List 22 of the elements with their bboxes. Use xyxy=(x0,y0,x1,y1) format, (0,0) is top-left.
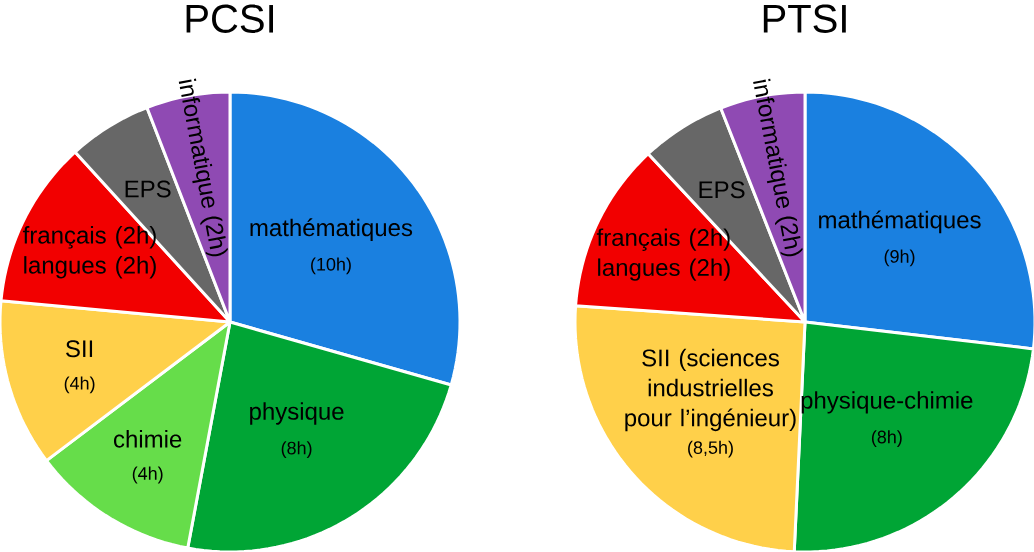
data-label: (8h) xyxy=(871,430,902,447)
data-label: (2h) xyxy=(200,216,228,257)
slice-label: EPS xyxy=(125,180,171,198)
data-label: (9h) xyxy=(884,249,915,267)
data-label: (8h) xyxy=(281,441,312,458)
slice-label: mathématiques xyxy=(819,210,981,234)
chart-title: PCSI xyxy=(186,4,273,33)
slice-label: SII (sciences industrielles pour l’ingénieur) xyxy=(625,348,796,432)
data-label: (10h) xyxy=(311,257,351,275)
data-label: (8,5h) xyxy=(688,440,733,458)
slice-label: SII xyxy=(66,340,93,358)
slice-label: chimie xyxy=(113,430,182,448)
slice-label: physique xyxy=(250,402,344,425)
data-label: (4h) xyxy=(132,466,163,484)
slice-label: informatique xyxy=(178,78,215,209)
chart-title: PTSI xyxy=(763,4,846,33)
data-label: (2h) xyxy=(774,216,803,257)
slice-label: informatique xyxy=(753,78,790,209)
slice-label: EPS xyxy=(699,181,745,199)
slice-label: mathématiques xyxy=(250,218,413,242)
data-label: (4h) xyxy=(64,376,95,394)
slice-label: français (2h) langues (2h) xyxy=(596,228,730,281)
